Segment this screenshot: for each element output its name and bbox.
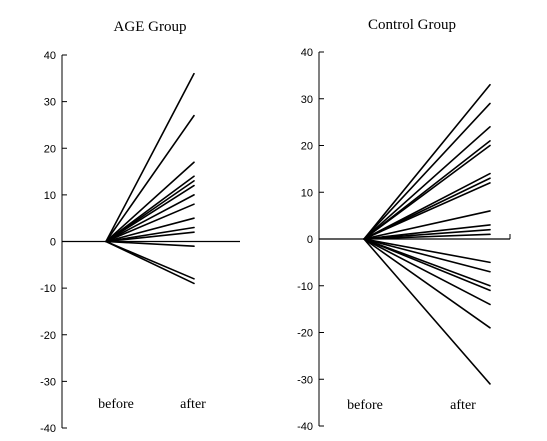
subject-change-line — [105, 217, 195, 243]
subject-change-line — [105, 240, 195, 285]
y-tick-label: 30 — [44, 97, 56, 109]
y-tick-label: -10 — [40, 283, 56, 295]
x-category-label: after — [450, 398, 476, 413]
panel-control-group: Control Group before after 40 30 20 10 0 -10 -… — [297, 17, 511, 433]
subject-change-line — [105, 231, 195, 243]
subject-change-line — [105, 114, 195, 243]
chart-title: Control Group — [368, 17, 456, 33]
y-tick-label: 20 — [301, 141, 313, 153]
subject-change-line — [363, 126, 491, 240]
panel-age-group: AGE Group before after 40 30 20 10 0 -10 -20 -3… — [40, 19, 240, 435]
y-tick-label: 0 — [50, 237, 56, 249]
subject-change-line — [105, 194, 195, 243]
subject-change-line — [105, 203, 195, 243]
x-category-label: before — [347, 398, 383, 413]
y-tick-label: 40 — [301, 47, 313, 59]
chart-title: AGE Group — [114, 19, 187, 35]
subject-change-line — [363, 102, 491, 240]
y-tick-label: -30 — [40, 376, 56, 388]
y-tick-label: -40 — [40, 423, 56, 435]
subject-change-line — [363, 83, 491, 240]
subject-change-line — [363, 238, 491, 264]
subject-change-line — [363, 238, 491, 385]
subject-change-line — [363, 233, 491, 240]
y-tick-label: -10 — [297, 281, 313, 293]
y-tick-label: 0 — [307, 234, 313, 246]
y-tick-label: -20 — [297, 328, 313, 340]
subject-change-line — [105, 184, 195, 243]
y-tick-label: -30 — [297, 374, 313, 386]
subject-change-line — [105, 240, 195, 247]
subject-change-line — [363, 238, 491, 306]
y-tick-label: -20 — [40, 330, 56, 342]
y-tick-label: 10 — [44, 190, 56, 202]
x-category-label: after — [180, 397, 206, 412]
subject-change-line — [363, 238, 491, 292]
subject-change-line — [363, 144, 491, 240]
subject-change-line — [363, 182, 491, 240]
subject-change-line — [363, 210, 491, 240]
x-category-label: before — [98, 397, 134, 412]
subject-change-line — [363, 238, 491, 273]
y-tick-label: 10 — [301, 187, 313, 199]
subject-change-line — [105, 72, 195, 243]
y-tick-label: 20 — [44, 143, 56, 155]
y-tick-label: -40 — [297, 421, 313, 433]
y-tick-label: 30 — [301, 94, 313, 106]
subject-change-line — [363, 238, 491, 329]
subject-change-line — [105, 161, 195, 243]
y-tick-label: 40 — [44, 50, 56, 62]
